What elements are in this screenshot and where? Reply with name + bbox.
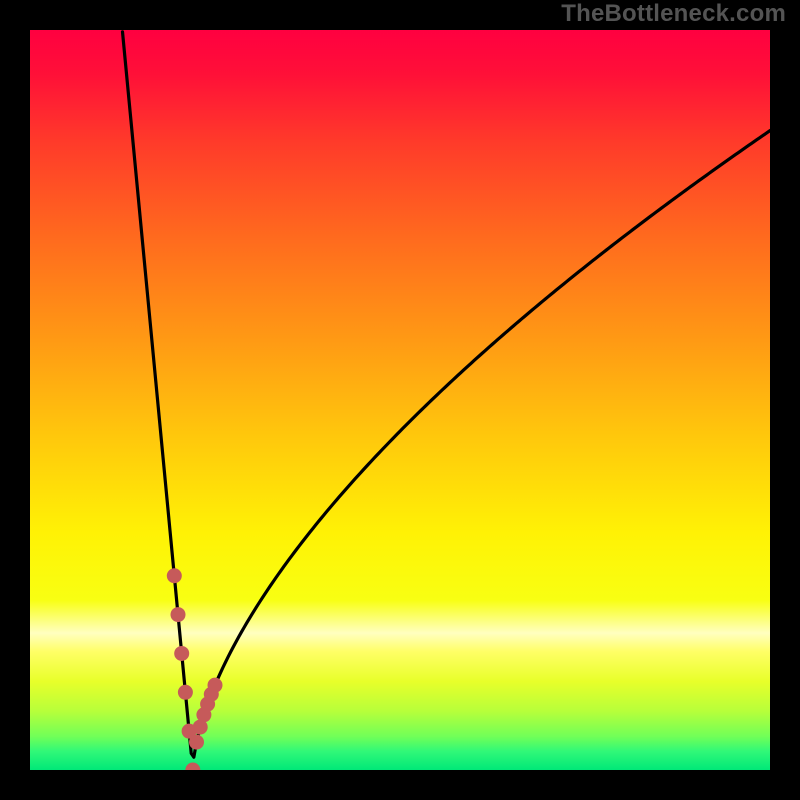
chart-stage: TheBottleneck.com bbox=[0, 0, 800, 800]
plot-background-gradient bbox=[30, 30, 770, 770]
plot-frame bbox=[30, 30, 770, 770]
watermark-text: TheBottleneck.com bbox=[561, 0, 786, 28]
